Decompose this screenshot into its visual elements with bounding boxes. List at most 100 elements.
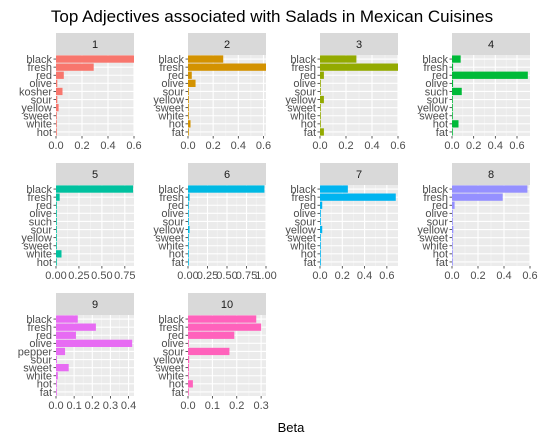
x-tick-label: 0.00 xyxy=(177,270,198,282)
facet-strip xyxy=(56,33,134,55)
bar-sweet xyxy=(188,364,189,372)
y-tick-label: olive xyxy=(161,208,184,220)
x-tick-label: 1.00 xyxy=(255,270,276,282)
y-tick-label: yellow xyxy=(417,224,448,236)
y-tick-label: hot xyxy=(169,379,184,391)
y-tick-label: yellow xyxy=(153,224,184,236)
bar-sweet xyxy=(320,104,321,112)
bar-sour xyxy=(188,87,189,96)
bar-black xyxy=(56,185,134,193)
y-tick-label: white xyxy=(289,241,316,253)
bar-sweet xyxy=(452,234,453,242)
bar-yellow xyxy=(188,225,190,234)
bar-sweet xyxy=(452,112,453,120)
y-tick-label: yellow xyxy=(285,224,316,236)
facet-panel-6: 6 blackfreshredolivesouryellowsweetwhiteh… xyxy=(153,163,277,282)
x-tick-label: 0.00 xyxy=(45,270,66,282)
y-tick-label: fresh xyxy=(424,62,448,74)
bar-hot xyxy=(56,128,57,136)
bar-black xyxy=(320,185,348,193)
bar-sour xyxy=(188,217,189,226)
x-tick-label: 0.2 xyxy=(335,270,350,282)
bar-olive xyxy=(452,209,453,217)
y-tick-label: sour xyxy=(163,346,185,358)
y-tick-label: olive xyxy=(293,78,316,90)
bar-red xyxy=(452,71,528,79)
facet-panels: 1blackfreshredolivekoshersouryellowsweet… xyxy=(18,33,538,412)
y-tick-label: black xyxy=(158,314,184,326)
y-tick-label: hot xyxy=(37,127,52,139)
bar-white xyxy=(188,372,189,380)
bar-red xyxy=(188,201,189,209)
bar-red xyxy=(188,331,235,339)
bar-sweet xyxy=(56,242,57,250)
y-tick-label: white xyxy=(25,119,52,131)
y-tick-label: yellow xyxy=(21,232,52,244)
y-tick-label: sour xyxy=(427,94,449,106)
x-tick-label: 0.25 xyxy=(68,270,89,282)
y-tick-label: sweet xyxy=(419,232,448,244)
facet-panel-3: 3 blackfreshredolivesouryellowsweetwhiteh… xyxy=(285,33,406,152)
y-tick-label: olive xyxy=(161,78,184,90)
chart-title: Top Adjectives associated with Salads in… xyxy=(51,7,493,26)
y-tick-label: such xyxy=(425,86,448,98)
y-tick-label: olive xyxy=(29,338,52,350)
y-tick-label: sour xyxy=(31,354,53,366)
y-tick-label: fat xyxy=(40,387,52,399)
bar-sour xyxy=(188,347,230,356)
y-tick-label: white xyxy=(25,371,52,383)
y-tick-label: olive xyxy=(29,78,52,90)
facet-strip-label: 5 xyxy=(92,169,98,181)
bar-fat xyxy=(188,258,189,266)
x-tick-label: 0.4 xyxy=(496,270,511,282)
y-tick-label: fresh xyxy=(160,192,184,204)
y-tick-label: black xyxy=(158,54,184,66)
y-tick-label: sour xyxy=(31,94,53,106)
y-tick-label: yellow xyxy=(285,94,316,106)
y-tick-label: pepper xyxy=(18,346,53,358)
bar-yellow xyxy=(56,104,59,112)
x-tick-label: 0.3 xyxy=(103,400,118,412)
y-tick-label: fat xyxy=(172,127,184,139)
bar-yellow xyxy=(452,225,454,234)
facet-panel-1: 1 blackfreshredolivekoshersouryellowsweet… xyxy=(19,33,142,152)
bar-yellow xyxy=(452,104,453,112)
bar-fresh xyxy=(56,323,96,331)
y-tick-label: sour xyxy=(427,216,449,228)
bar-black xyxy=(188,185,265,193)
facet-panel-9: 9 blackfreshredolivepeppersoursweetwhiteh… xyxy=(18,293,136,412)
y-tick-label: sweet xyxy=(23,362,52,374)
y-tick-label: yellow xyxy=(153,94,184,106)
x-tick-label: 0.50 xyxy=(91,270,112,282)
bar-fresh xyxy=(56,63,94,71)
x-axis-title: Beta xyxy=(278,420,306,435)
y-tick-label: sweet xyxy=(155,232,184,244)
y-tick-label: fat xyxy=(304,127,316,139)
y-tick-label: black xyxy=(422,184,448,196)
bar-fat xyxy=(56,388,57,396)
bar-hot xyxy=(452,120,459,128)
y-tick-label: fresh xyxy=(160,322,184,334)
y-tick-label: white xyxy=(157,111,184,123)
y-tick-label: sweet xyxy=(155,102,184,114)
bar-white xyxy=(452,242,453,250)
bar-fresh xyxy=(452,63,454,71)
bar-fresh xyxy=(320,63,398,71)
bar-fresh xyxy=(56,193,60,201)
bar-fresh xyxy=(188,193,190,201)
y-tick-label: red xyxy=(36,200,52,212)
y-tick-label: olive xyxy=(29,208,52,220)
bar-fresh xyxy=(320,193,396,201)
y-tick-label: olive xyxy=(293,208,316,220)
bar-hot xyxy=(188,250,189,258)
facet-strip xyxy=(188,293,266,315)
bar-sour xyxy=(452,217,453,226)
y-tick-label: black xyxy=(290,54,316,66)
y-tick-label: fat xyxy=(172,257,184,269)
bar-red xyxy=(56,201,57,209)
x-tick-label: 0.2 xyxy=(206,140,221,152)
bar-olive xyxy=(452,79,454,87)
x-tick-label: 0.1 xyxy=(66,400,81,412)
bar-yellow xyxy=(188,95,189,104)
